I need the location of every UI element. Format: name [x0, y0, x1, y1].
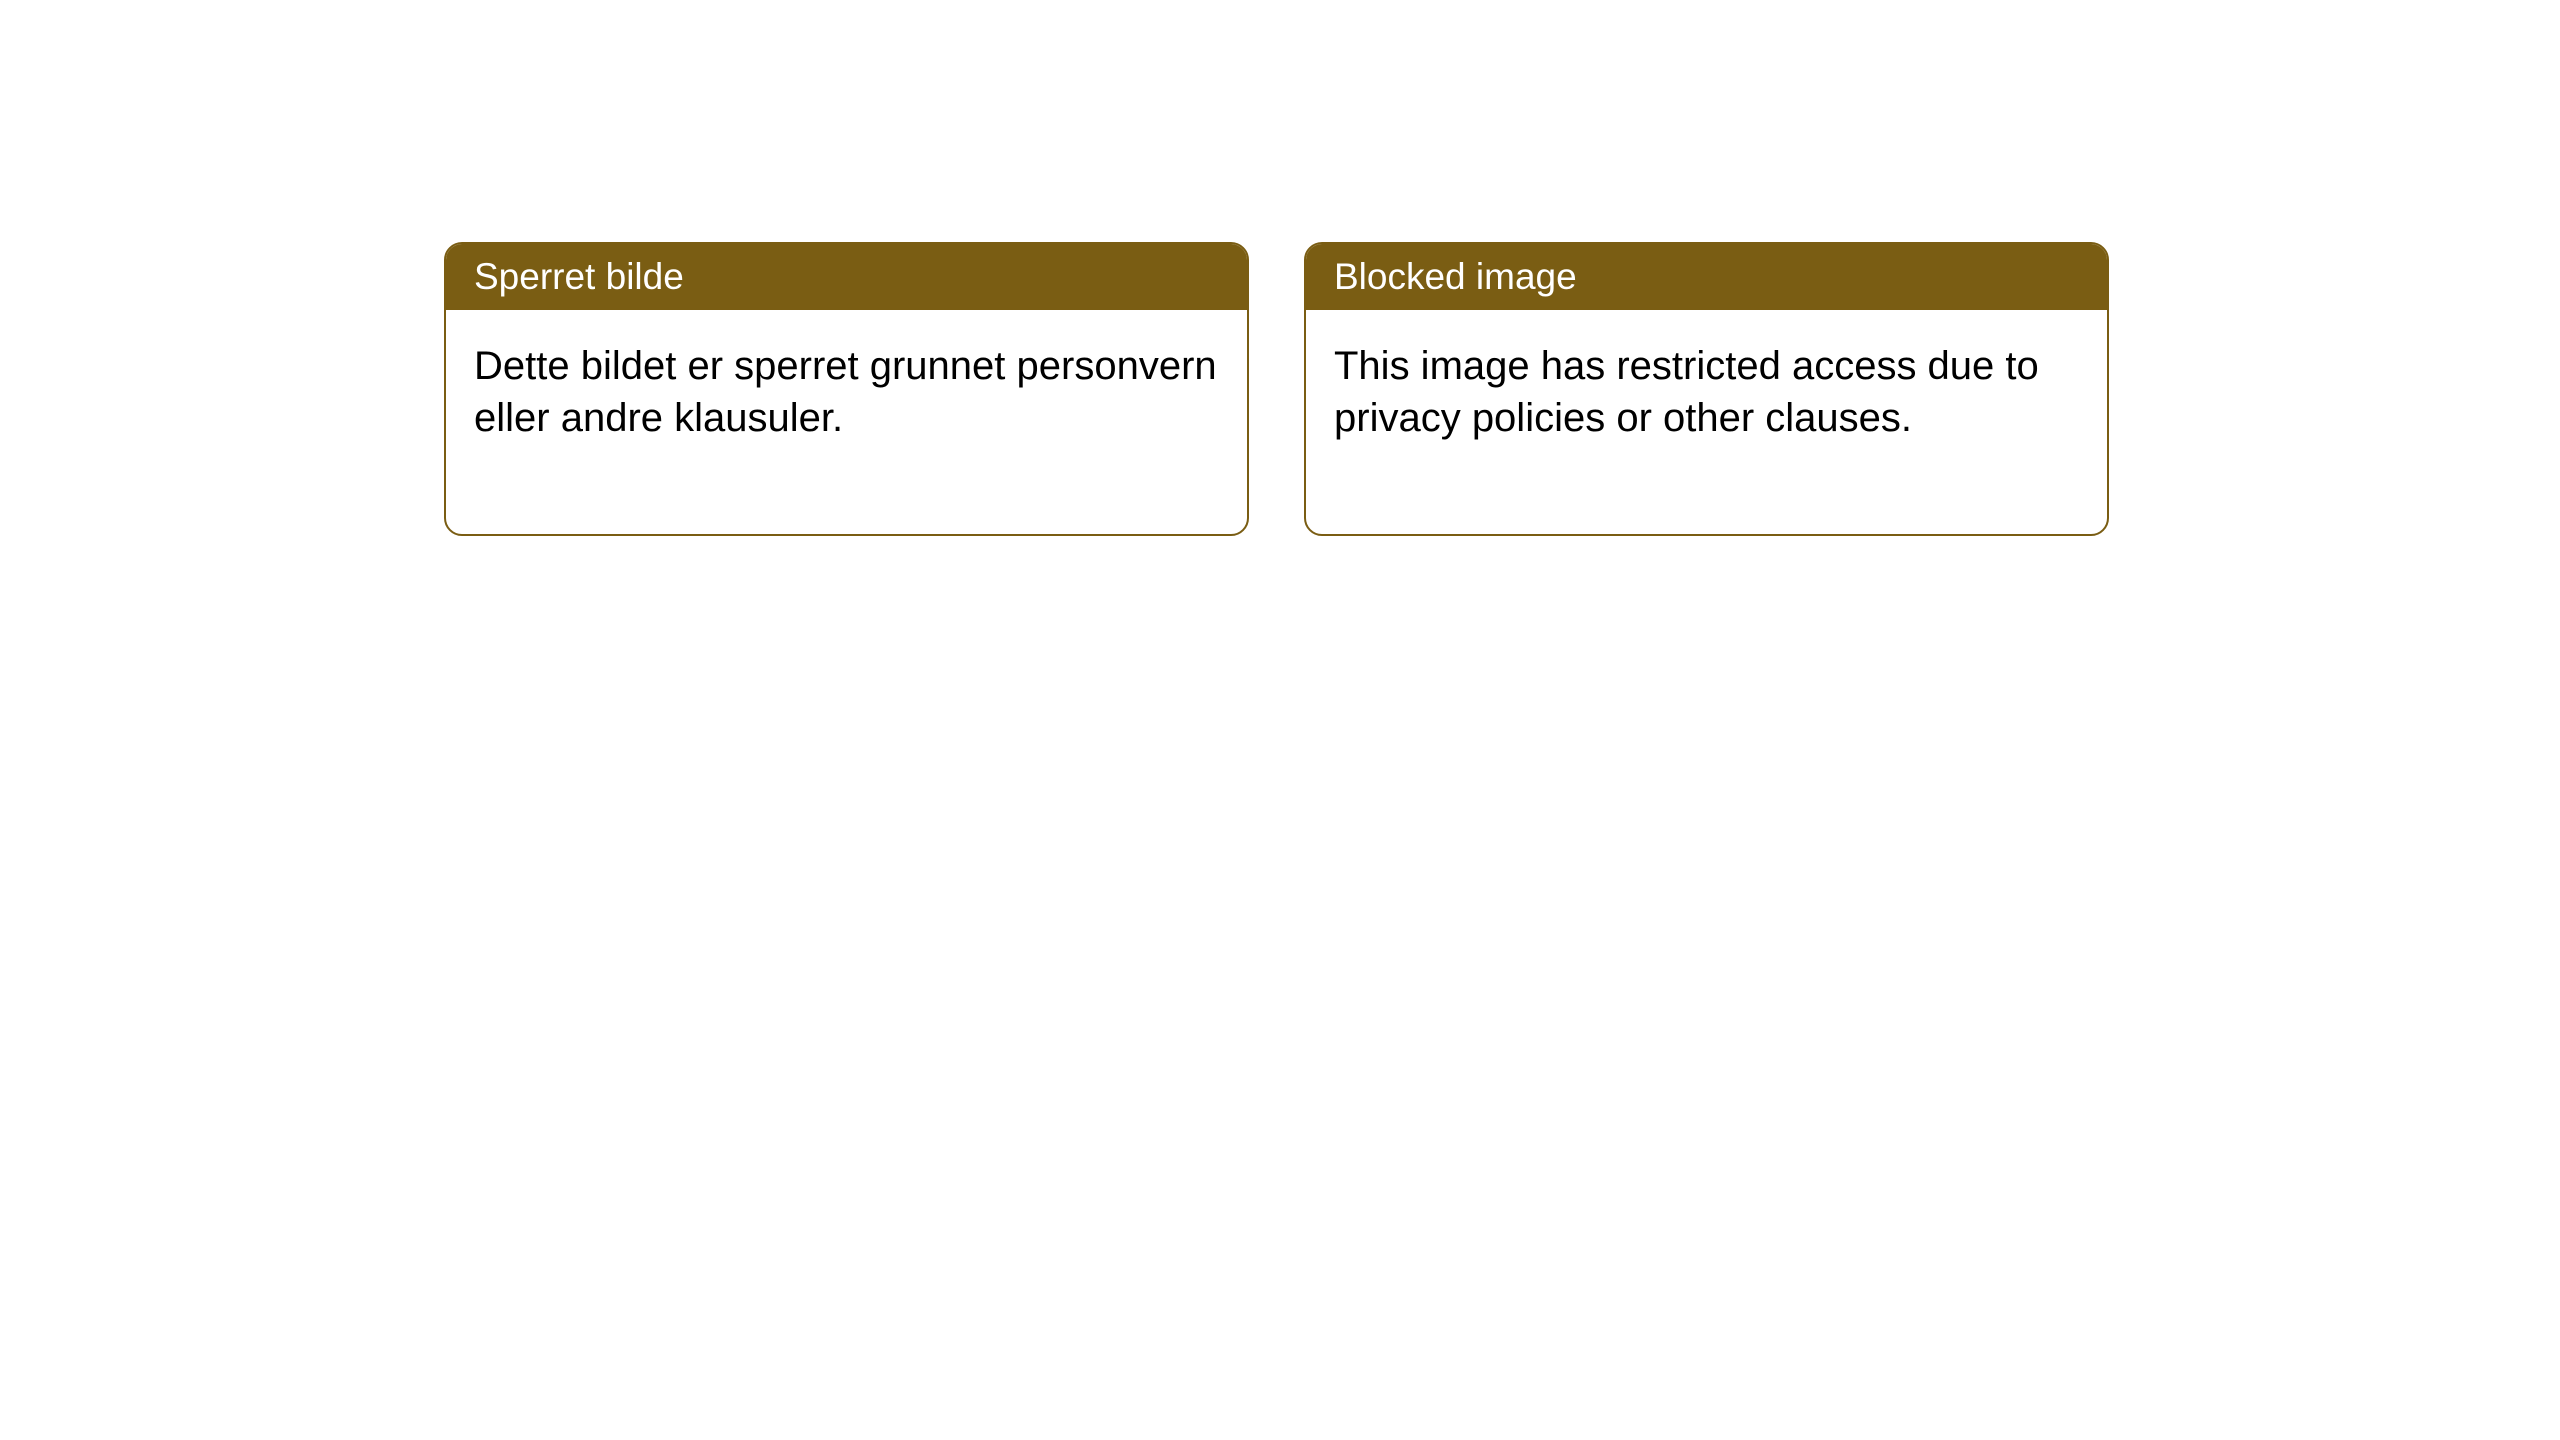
notice-container: Sperret bilde Dette bildet er sperret gr…	[444, 242, 2109, 536]
notice-body: Dette bildet er sperret grunnet personve…	[446, 310, 1247, 534]
notice-header: Sperret bilde	[446, 244, 1247, 310]
notice-box-english: Blocked image This image has restricted …	[1304, 242, 2109, 536]
notice-box-norwegian: Sperret bilde Dette bildet er sperret gr…	[444, 242, 1249, 536]
notice-body: This image has restricted access due to …	[1306, 310, 2107, 534]
notice-header: Blocked image	[1306, 244, 2107, 310]
